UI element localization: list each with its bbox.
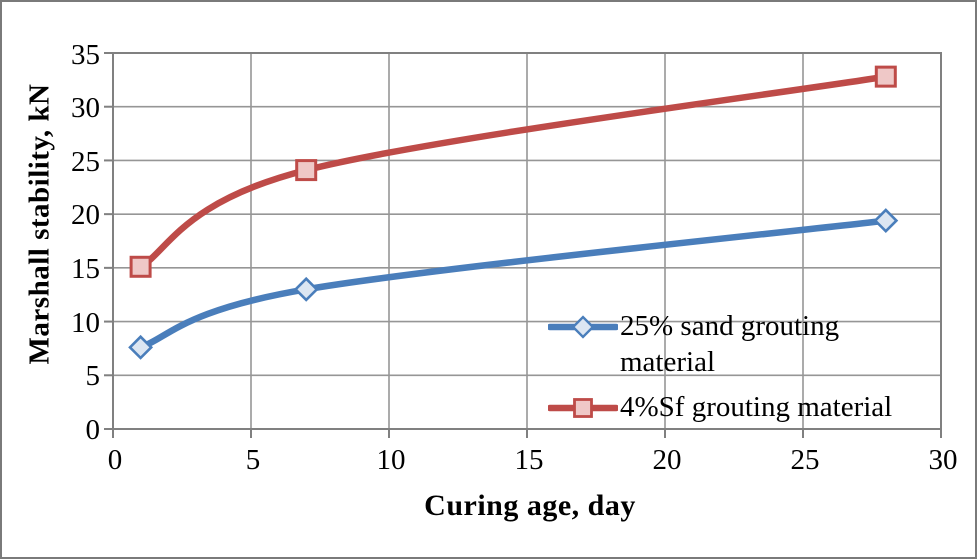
y-tick-label: 15 bbox=[71, 253, 100, 285]
legend-label: 4%Sf grouting material bbox=[620, 391, 893, 423]
legend-line-square-icon bbox=[548, 398, 618, 418]
legend-item-sand-grouting: 25% sand grouting material bbox=[548, 308, 872, 380]
x-tick-label: 0 bbox=[107, 444, 123, 476]
y-tick-label: 5 bbox=[85, 360, 101, 392]
legend-label: 25% sand grouting material bbox=[620, 310, 840, 378]
y-tick-label: 10 bbox=[71, 307, 100, 339]
x-tick-label: 15 bbox=[514, 444, 544, 476]
x-tick-label: 10 bbox=[376, 444, 406, 476]
x-axis-title: Curing age, day bbox=[424, 489, 636, 522]
y-tick-label: 30 bbox=[71, 92, 100, 124]
x-tick-label: 25 bbox=[790, 444, 820, 476]
y-axis-title: Marshall stability, kN bbox=[23, 83, 56, 365]
y-tick-label: 35 bbox=[71, 39, 100, 71]
legend-line-diamond-icon bbox=[548, 315, 618, 339]
y-tick-label: 0 bbox=[85, 414, 101, 446]
x-tick-label: 5 bbox=[245, 444, 261, 476]
y-tick-label: 20 bbox=[71, 199, 100, 231]
y-tick-label: 25 bbox=[71, 146, 100, 178]
legend-item-sf-grouting: 4%Sf grouting material bbox=[548, 389, 892, 425]
x-tick-label: 20 bbox=[652, 444, 682, 476]
x-tick-label: 30 bbox=[928, 444, 958, 476]
